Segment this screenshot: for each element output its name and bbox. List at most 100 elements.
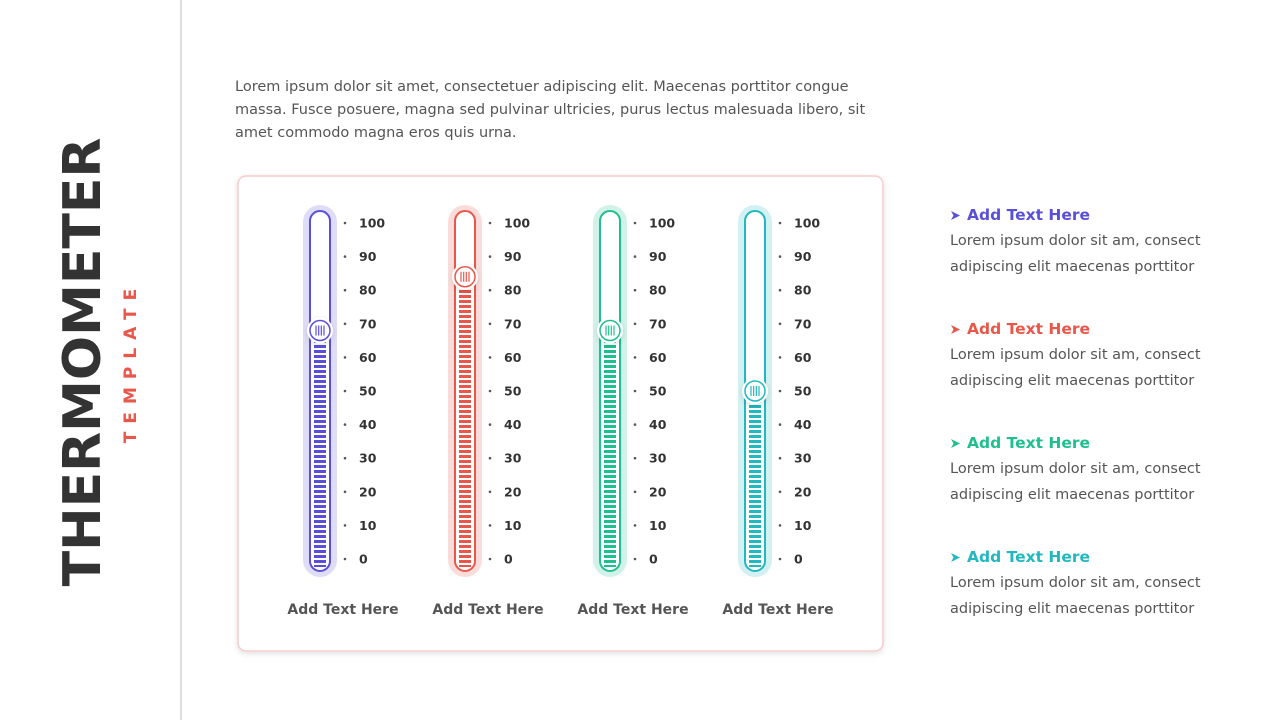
arrow-icon xyxy=(951,210,960,220)
item-text: Lorem ipsum dolor sit am, consect adipis… xyxy=(950,347,1201,389)
knob-inner xyxy=(744,380,766,402)
tick-label: 90 xyxy=(649,249,667,264)
arrow-icon xyxy=(951,324,960,334)
knob-inner xyxy=(454,266,476,288)
title: THERMOMETER xyxy=(53,138,113,587)
fill-level xyxy=(749,391,761,567)
tick-mark xyxy=(488,456,492,460)
tick-mark xyxy=(488,524,492,527)
tick-label: 70 xyxy=(504,316,522,331)
tick-label: 50 xyxy=(794,384,812,399)
knob-inner xyxy=(309,319,331,342)
item-title: Add Text Here xyxy=(950,206,1250,224)
tick-mark xyxy=(343,221,347,225)
tick-mark xyxy=(633,423,637,426)
tick-mark xyxy=(778,524,782,527)
tick-label: 90 xyxy=(504,249,522,264)
tick-mark xyxy=(778,288,782,292)
tick-mark xyxy=(488,490,492,494)
tick-label: 40 xyxy=(649,417,667,432)
tick-label: 80 xyxy=(359,283,377,298)
tick-mark xyxy=(778,423,782,426)
tick-mark xyxy=(343,288,347,292)
tick-mark xyxy=(488,389,492,393)
item-title: Add Text Here xyxy=(950,320,1250,338)
tick-label: 30 xyxy=(359,451,377,466)
tick-mark xyxy=(778,557,782,561)
chart-label: Add Text Here xyxy=(722,602,833,618)
chart-label: Add Text Here xyxy=(287,602,398,618)
arrow-icon xyxy=(951,438,960,448)
tick-label: 20 xyxy=(649,484,667,499)
knob xyxy=(452,263,478,290)
tick-label: 40 xyxy=(359,417,377,432)
item-text: Lorem ipsum dolor sit am, consect adipis… xyxy=(950,575,1201,617)
tick-label: 40 xyxy=(794,417,812,432)
item-title-text: Add Text Here xyxy=(967,320,1091,338)
item-title: Add Text Here xyxy=(950,434,1250,452)
tick-label: 50 xyxy=(359,384,377,399)
item-title: Add Text Here xyxy=(950,548,1250,566)
fill-level xyxy=(604,330,616,567)
tick-mark xyxy=(633,557,637,561)
item-title-text: Add Text Here xyxy=(967,434,1091,452)
tick-label: 20 xyxy=(359,484,377,499)
tick-label: 60 xyxy=(794,350,812,365)
tick-mark xyxy=(343,255,347,258)
tick-label: 0 xyxy=(649,552,658,567)
item-title-text: Add Text Here xyxy=(967,206,1091,224)
tick-mark xyxy=(488,557,492,561)
subtitle: TEMPLATE xyxy=(121,281,141,443)
tick-label: 30 xyxy=(794,451,812,466)
tick-mark xyxy=(778,356,782,359)
tick-mark xyxy=(488,356,492,359)
tick-mark xyxy=(778,456,782,460)
chart-card xyxy=(237,175,884,652)
tick-mark xyxy=(488,423,492,426)
fill-level xyxy=(314,330,326,567)
tick-mark xyxy=(778,322,782,326)
tick-label: 90 xyxy=(794,249,812,264)
item-text: Lorem ipsum dolor sit am, consect adipis… xyxy=(950,233,1201,275)
tick-mark xyxy=(633,524,637,527)
tick-mark xyxy=(633,322,637,326)
tick-label: 100 xyxy=(504,216,530,231)
tick-mark xyxy=(778,490,782,494)
tick-label: 80 xyxy=(649,283,667,298)
tick-label: 0 xyxy=(359,552,368,567)
tick-label: 70 xyxy=(649,316,667,331)
tick-mark xyxy=(488,221,492,225)
tick-label: 0 xyxy=(504,552,513,567)
item: Add Text Here Lorem ipsum dolor sit am, c… xyxy=(950,206,1250,280)
tick-label: 80 xyxy=(504,283,522,298)
tick-mark xyxy=(343,389,347,393)
description: Lorem ipsum dolor sit amet, consectetuer… xyxy=(235,79,866,141)
knob xyxy=(742,378,768,404)
tick-mark xyxy=(633,389,637,393)
fill-level xyxy=(459,276,471,567)
tick-label: 30 xyxy=(504,451,522,466)
chart-label: Add Text Here xyxy=(432,602,543,618)
tick-label: 60 xyxy=(504,350,522,365)
tick-mark xyxy=(488,255,492,258)
tick-label: 30 xyxy=(649,451,667,466)
tick-label: 100 xyxy=(794,216,820,231)
tick-mark xyxy=(778,221,782,225)
tick-label: 80 xyxy=(794,283,812,298)
knob xyxy=(307,317,333,344)
tick-label: 70 xyxy=(794,316,812,331)
tick-mark xyxy=(633,221,637,225)
tick-mark xyxy=(633,288,637,292)
tick-mark xyxy=(633,356,637,359)
tick-mark xyxy=(633,255,637,258)
tick-label: 10 xyxy=(649,518,667,533)
tick-mark xyxy=(343,524,347,527)
tick-label: 50 xyxy=(504,384,522,399)
tick-mark xyxy=(778,389,782,393)
tick-label: 60 xyxy=(359,350,377,365)
tick-mark xyxy=(343,456,347,460)
tick-label: 20 xyxy=(504,484,522,499)
knob-inner xyxy=(599,319,621,342)
tick-label: 10 xyxy=(359,518,377,533)
